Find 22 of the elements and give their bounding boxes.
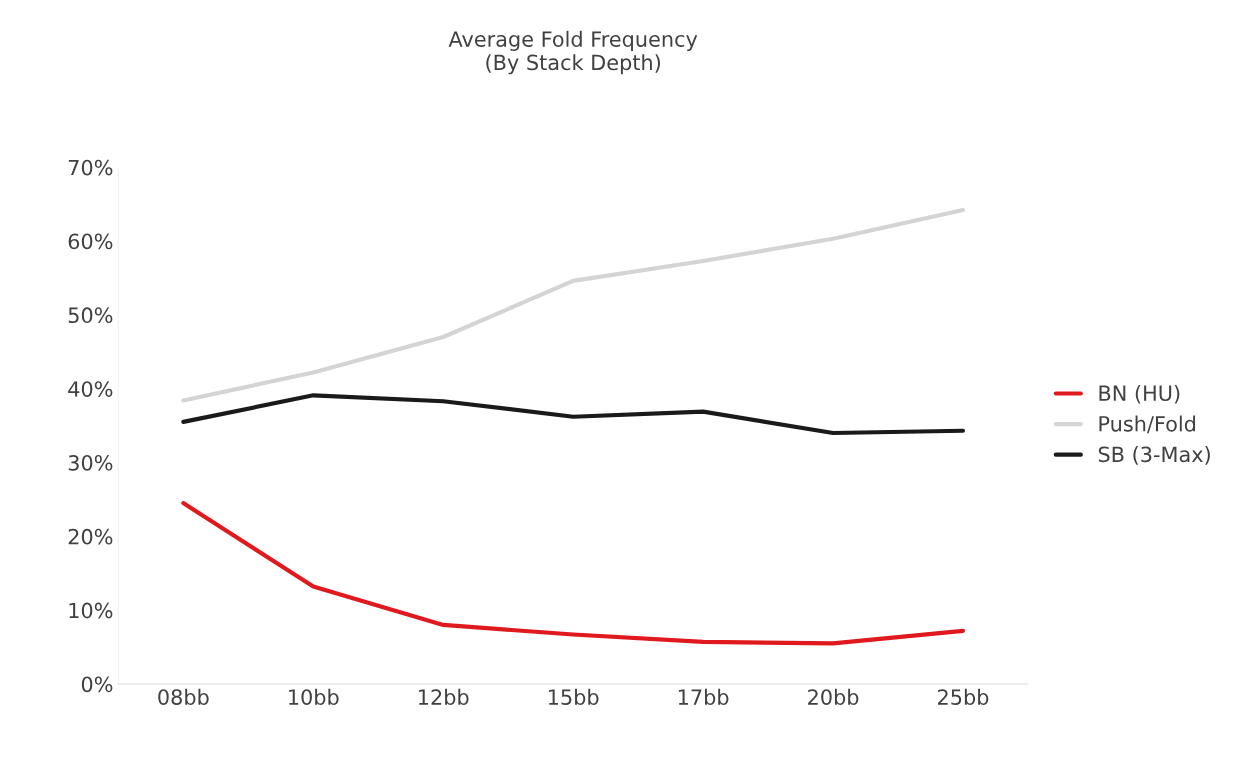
legend-label: SB (3-Max) [1098,446,1210,465]
x-tick-label: 25bb [938,688,989,705]
y-tick-label: 20% [68,528,113,545]
y-tick-label: 60% [68,233,113,250]
chart-title: Average Fold Frequency (By Stack Depth) [448,30,698,75]
x-tick-label: 10bb [289,688,339,705]
x-tick-label: 17bb [678,688,729,705]
y-tick-label: 0% [81,676,113,693]
y-tick-label: 30% [68,454,113,471]
y-tick-label: 10% [69,602,113,619]
line-series [181,501,966,646]
legend-label: BN (HU) [1099,384,1180,404]
legend-label: Push/Fold [1099,415,1196,434]
x-tick-label: 12bb [419,688,469,705]
x-tick-label: 20bb [808,688,859,705]
line-series [181,393,966,436]
x-tick-label: 08bb [158,688,209,705]
y-tick-label: 50% [68,307,113,324]
y-tick-label: 40% [68,381,113,397]
x-tick-label: 15bb [548,688,599,705]
line-series [181,207,966,403]
y-tick-label: 70% [68,159,113,176]
